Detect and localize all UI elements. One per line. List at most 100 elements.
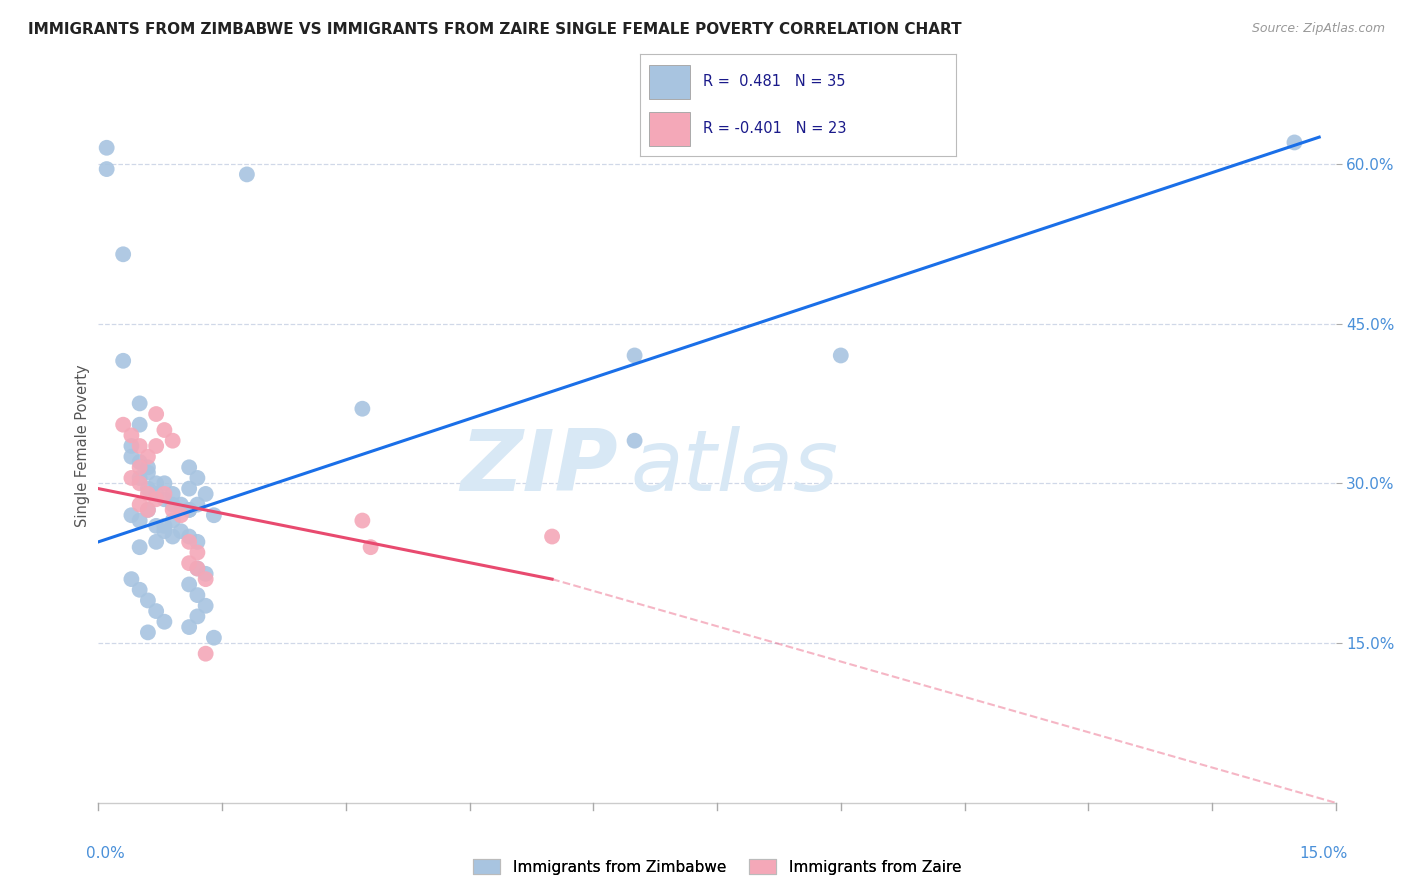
Point [96,141,118,155]
Point [120,428,142,442]
Point [136,466,159,480]
Point [136,460,159,475]
Y-axis label: Single Female Poverty: Single Female Poverty [75,365,90,527]
Point [136,450,159,464]
Point [186,561,208,575]
Point [352,514,374,528]
Point [153,615,176,629]
Point [830,349,852,363]
Point [186,545,208,559]
Point [136,593,159,607]
Point [162,514,184,528]
FancyBboxPatch shape [650,65,690,99]
Point [153,423,176,437]
Point [145,492,167,507]
Point [120,572,142,586]
Point [179,482,201,496]
Point [145,487,167,501]
Point [128,439,150,453]
Text: atlas: atlas [630,425,838,509]
Point [128,417,150,432]
Point [112,417,135,432]
Point [162,434,184,448]
Point [170,524,193,539]
Point [128,514,150,528]
Point [194,599,217,613]
Point [145,519,167,533]
Point [170,498,193,512]
Point [179,529,201,543]
Text: R =  0.481   N = 35: R = 0.481 N = 35 [703,74,845,88]
Point [170,508,193,523]
Text: Source: ZipAtlas.com: Source: ZipAtlas.com [1251,22,1385,36]
Point [120,471,142,485]
Point [162,529,184,543]
Text: ZIP: ZIP [460,425,619,509]
Point [112,247,135,261]
Point [153,487,176,501]
Point [541,529,564,543]
Point [145,476,167,491]
Point [136,503,159,517]
Point [179,556,201,570]
Text: IMMIGRANTS FROM ZIMBABWE VS IMMIGRANTS FROM ZAIRE SINGLE FEMALE POVERTY CORRELAT: IMMIGRANTS FROM ZIMBABWE VS IMMIGRANTS F… [28,22,962,37]
Point [179,534,201,549]
Point [120,439,142,453]
Text: 0.0%: 0.0% [86,846,125,861]
Point [1284,136,1306,150]
Point [128,476,150,491]
Point [236,168,259,182]
Point [202,508,225,523]
Point [145,534,167,549]
Point [136,625,159,640]
Point [136,503,159,517]
Point [194,566,217,581]
Point [162,503,184,517]
Point [352,401,374,416]
Point [623,434,645,448]
Point [145,407,167,421]
Point [162,498,184,512]
Point [194,487,217,501]
Point [120,450,142,464]
Point [145,604,167,618]
Point [128,455,150,469]
Point [128,498,150,512]
Point [96,162,118,177]
Point [186,498,208,512]
Point [623,349,645,363]
Point [186,588,208,602]
Point [360,540,382,554]
Point [128,396,150,410]
Point [186,471,208,485]
Point [186,609,208,624]
Legend: Immigrants from Zimbabwe, Immigrants from Zaire: Immigrants from Zimbabwe, Immigrants fro… [467,853,967,880]
Point [179,620,201,634]
Point [179,460,201,475]
Point [179,503,201,517]
Point [145,439,167,453]
Text: 15.0%: 15.0% [1299,846,1348,861]
Point [153,519,176,533]
Point [153,492,176,507]
Point [128,460,150,475]
Point [179,503,201,517]
Point [186,561,208,575]
FancyBboxPatch shape [650,112,690,145]
Point [136,482,159,496]
Point [202,631,225,645]
Point [153,524,176,539]
Point [153,476,176,491]
Point [186,534,208,549]
Point [112,353,135,368]
Point [128,582,150,597]
Point [179,577,201,591]
Point [128,471,150,485]
Point [128,540,150,554]
Point [120,508,142,523]
Point [136,487,159,501]
Point [194,572,217,586]
Text: R = -0.401   N = 23: R = -0.401 N = 23 [703,121,846,136]
Point [194,647,217,661]
Point [162,487,184,501]
